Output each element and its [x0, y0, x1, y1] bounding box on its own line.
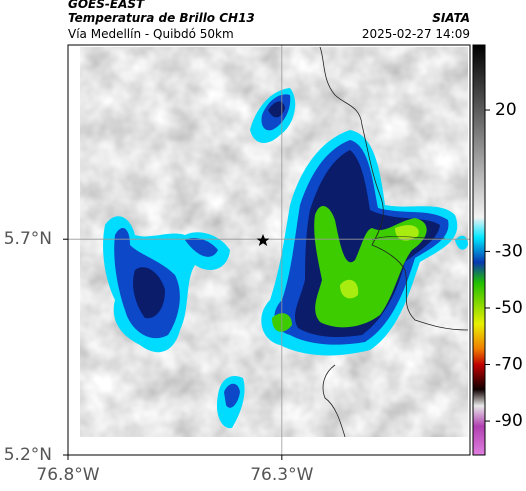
border-line: [319, 47, 468, 331]
colorbar-tick-label: -50: [495, 298, 523, 318]
brand: SIATA: [432, 11, 470, 25]
title: Temperatura de Brillo CH13: [68, 11, 255, 25]
source: GOES-EAST: [68, 0, 145, 11]
y-tick-label: 5.2°N: [4, 445, 52, 465]
satellite-image: [80, 47, 468, 437]
colorbar-tick-label: -90: [495, 411, 523, 431]
timestamp: 2025-02-27 14:09: [362, 27, 470, 41]
colorbar-tick-label: -70: [495, 355, 523, 375]
coast-line: [322, 364, 346, 437]
colorbar: [472, 44, 486, 456]
colorbar-tick-label: -30: [495, 241, 523, 261]
colorbar-tick-label: 20: [495, 100, 517, 120]
x-tick-label: 76.8°W: [36, 465, 99, 485]
border-line: [371, 236, 446, 241]
y-tick-label: 5.7°N: [4, 229, 52, 249]
map-frame: [67, 44, 471, 456]
x-tick-label: 76.3°W: [250, 465, 313, 485]
subtitle: Vía Medellín - Quibdó 50km: [68, 27, 234, 41]
ticks: 76.8°W 76.3°W 5.2°N 5.7°N 20 -30 -50 -70 -90: [4, 100, 523, 485]
city-marker: [256, 234, 270, 246]
